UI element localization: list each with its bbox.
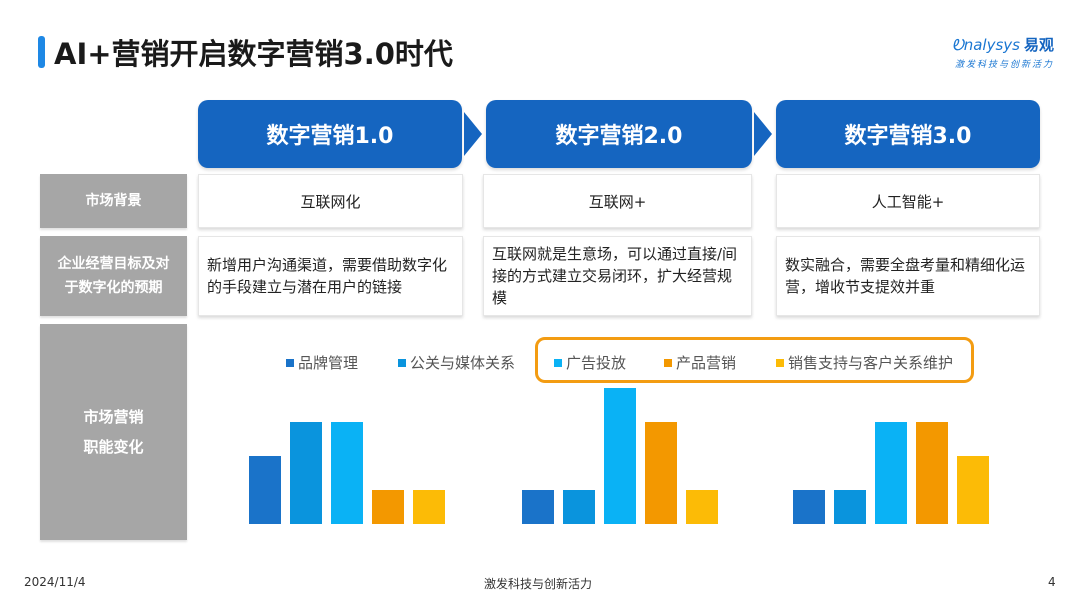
bar	[686, 490, 718, 524]
bar	[290, 422, 322, 524]
background-cell-3: 人工智能+	[776, 174, 1040, 228]
bar	[604, 388, 636, 524]
legend-item: 公关与媒体关系	[398, 352, 515, 373]
goals-cell-1: 新增用户沟通渠道，需要借助数字化的手段建立与潜在用户的链接	[198, 236, 463, 316]
bar	[522, 490, 554, 524]
era-header-1: 数字营销1.0	[198, 100, 462, 168]
footer-date: 2024/11/4	[24, 575, 86, 589]
era-header-3: 数字营销3.0	[776, 100, 1040, 168]
row-label-line: 职能变化	[83, 438, 144, 456]
legend-label: 公关与媒体关系	[410, 354, 516, 372]
logo-cn: 易观	[1023, 36, 1054, 54]
bar	[834, 490, 866, 524]
legend-label: 销售支持与客户关系维护	[788, 354, 954, 372]
bar	[957, 456, 989, 524]
logo-prefix: Ꭷ	[951, 36, 964, 54]
logo-wordmark: Ꭷnalysys 易观	[952, 34, 1054, 55]
row-label-marketing-functions: 市场营销 职能变化	[40, 324, 187, 540]
legend-highlight-box	[535, 337, 974, 383]
page-number: 4	[1048, 575, 1056, 589]
legend-swatch	[398, 358, 406, 367]
bar	[331, 422, 363, 524]
legend-item: 产品营销	[664, 352, 736, 373]
bar	[249, 456, 281, 524]
row-label-line: 于数字化的预期	[64, 280, 163, 296]
legend-swatch	[286, 358, 294, 367]
bar	[916, 422, 948, 524]
footer-tagline: 激发科技与创新活力	[484, 577, 593, 591]
brand-logo: Ꭷnalysys 易观 激发科技与创新活力	[952, 34, 1054, 70]
legend-swatch	[776, 358, 784, 367]
row-label-line: 市场营销	[83, 408, 144, 426]
goals-cell-2: 互联网就是生意场，可以通过直接/间接的方式建立交易闭环，扩大经营规模	[483, 236, 752, 316]
bar	[413, 490, 445, 524]
bar	[793, 490, 825, 524]
background-cell-1: 互联网化	[198, 174, 463, 228]
legend-swatch	[664, 358, 672, 367]
legend-label: 品牌管理	[298, 354, 359, 372]
bar	[645, 422, 677, 524]
background-cell-2: 互联网+	[483, 174, 752, 228]
goals-cell-3: 数实融合，需要全盘考量和精细化运营，增收节支提效并重	[776, 236, 1040, 316]
bar	[875, 422, 907, 524]
row-label-business-goals: 企业经营目标及对 于数字化的预期	[40, 236, 187, 316]
chevron-right-icon	[464, 112, 482, 156]
page-title: AI+营销开启数字营销3.0时代	[54, 37, 453, 71]
chevron-right-icon	[754, 112, 772, 156]
logo-tagline: 激发科技与创新活力	[954, 60, 1054, 70]
legend-label: 广告投放	[566, 354, 627, 372]
bar	[372, 490, 404, 524]
logo-text: nalysys	[963, 36, 1020, 54]
legend-item: 销售支持与客户关系维护	[776, 352, 953, 373]
legend-label: 产品营销	[676, 354, 737, 372]
legend-item: 品牌管理	[286, 352, 358, 373]
legend-item: 广告投放	[554, 352, 626, 373]
row-label-market-background: 市场背景	[40, 174, 187, 228]
legend-swatch	[554, 358, 562, 367]
row-label-line: 企业经营目标及对	[57, 256, 170, 272]
bar	[563, 490, 595, 524]
title-accent-bar	[38, 36, 45, 68]
era-header-2: 数字营销2.0	[486, 100, 752, 168]
